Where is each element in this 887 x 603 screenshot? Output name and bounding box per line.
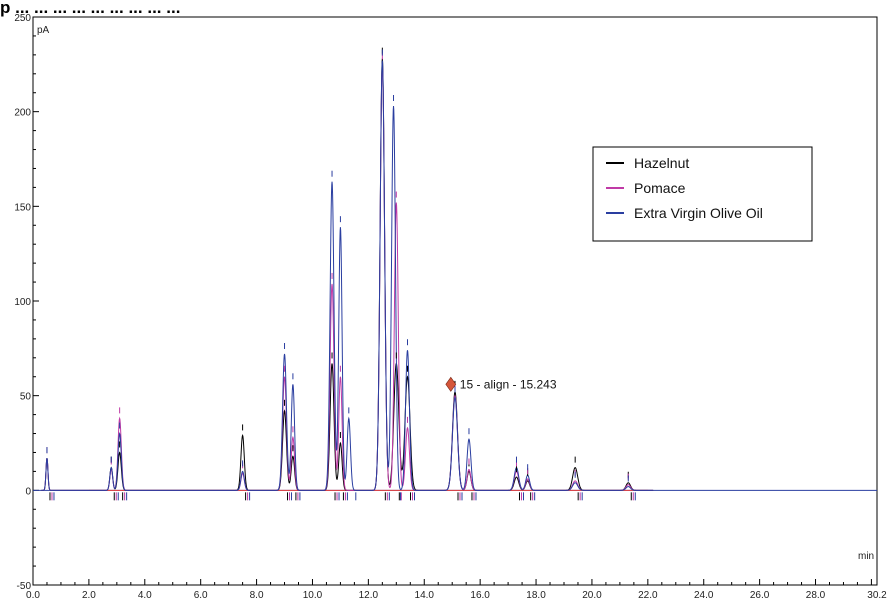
x-unit-label: min	[858, 551, 874, 562]
x-tick-label: 18.0	[526, 590, 546, 601]
y-unit-label: pA	[37, 25, 50, 36]
x-tick-labels: 0.0 2.0 4.0 6.0 8.0 10.0 12.0 14.0 16.0 18.0 20.0 2…	[26, 590, 887, 601]
legend: Hazelnut Pomace Extra Virgin Olive Oil	[592, 146, 813, 242]
x-tick-label: 24.0	[694, 590, 714, 601]
x-tick-label: 26.0	[750, 590, 770, 601]
plot-area	[32, 16, 878, 586]
x-tick-label: 12.0	[359, 590, 379, 601]
x-tick-label: 8.0	[250, 590, 264, 601]
axis-ticks	[32, 16, 872, 586]
chart-header-fragment: p ... ... ... ... ... ... ... ... ...	[0, 0, 180, 17]
legend-box	[592, 146, 813, 242]
y-tick-labels: -50 0 50 100 150 200 250	[14, 13, 31, 592]
y-tick-label: -50	[17, 581, 32, 592]
series-line-extra-virgin-olive-oil	[41, 60, 654, 491]
y-tick-label: 100	[14, 297, 31, 308]
y-tick-label: 250	[14, 13, 31, 24]
y-tick-label: 50	[20, 392, 32, 403]
integration-markers	[46, 47, 636, 501]
x-tick-label: 10.0	[303, 590, 323, 601]
x-tick-label: 22.0	[638, 590, 658, 601]
x-tick-label: 0.0	[26, 590, 40, 601]
y-tick-label: 150	[14, 202, 31, 213]
x-tick-label: 16.0	[470, 590, 490, 601]
series-group	[41, 58, 654, 491]
y-tick-label: 200	[14, 108, 31, 119]
x-tick-label: 14.0	[415, 590, 435, 601]
y-tick-label: 0	[25, 486, 31, 497]
legend-label-hazelnut: Hazelnut	[634, 155, 689, 171]
x-tick-label: 2.0	[82, 590, 96, 601]
peak-annotation: 15 - align - 15.243	[445, 376, 557, 392]
x-tick-label: 20.0	[582, 590, 602, 601]
annotation-marker	[445, 376, 457, 392]
legend-label-extra-virgin-olive-oil: Extra Virgin Olive Oil	[634, 205, 763, 221]
x-tick-label: 4.0	[138, 590, 152, 601]
x-tick-label: 28.0	[806, 590, 826, 601]
x-tick-label: 6.0	[194, 590, 208, 601]
x-tick-label: 30.2	[867, 590, 887, 601]
legend-label-pomace: Pomace	[634, 180, 686, 196]
annotation-label: 15 - align - 15.243	[460, 377, 557, 391]
